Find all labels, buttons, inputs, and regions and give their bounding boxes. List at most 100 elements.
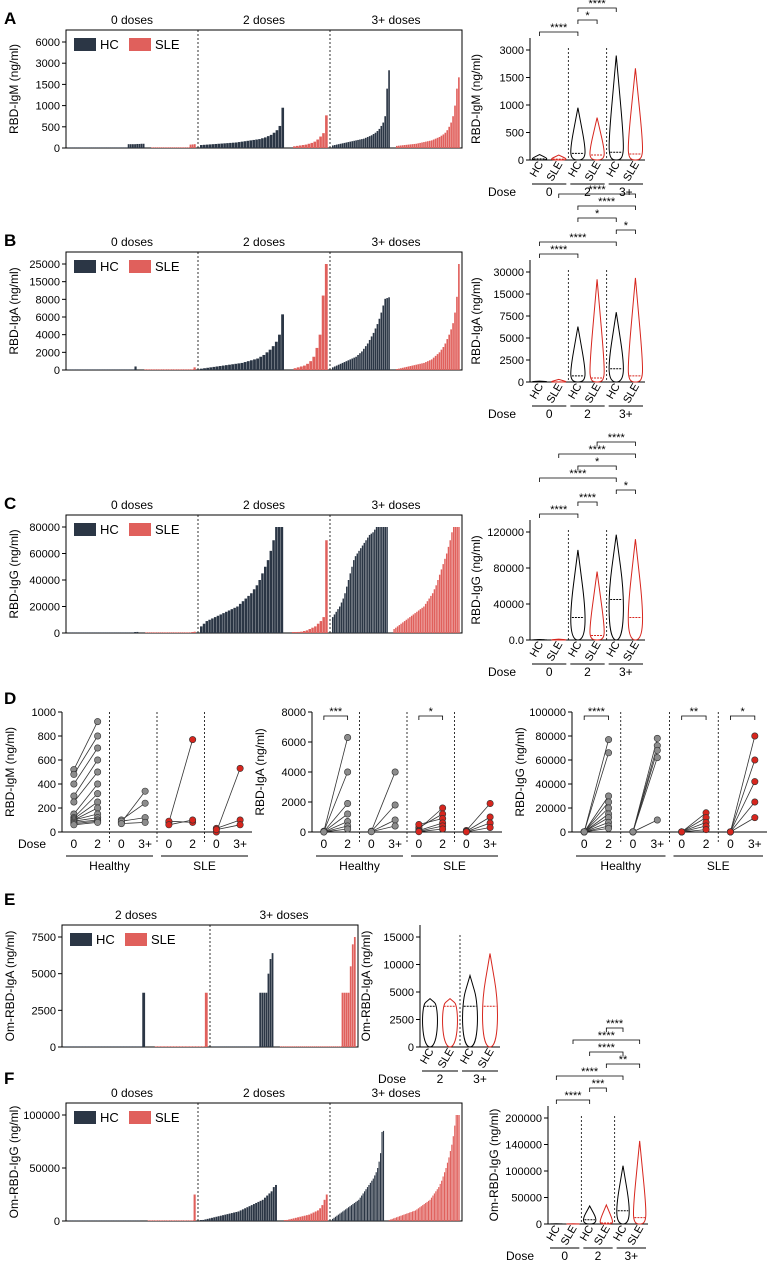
sle-bar [159, 147, 162, 148]
hc-bar [82, 147, 85, 148]
sle-bar [394, 1217, 396, 1221]
y-tick-label: 1500 [500, 73, 524, 85]
hc-bar [262, 354, 266, 370]
group-label: Healthy [339, 859, 380, 873]
hc-bar [200, 145, 203, 148]
hc-bar [270, 1191, 273, 1221]
pair-line [730, 759, 756, 833]
significance-bracket [615, 489, 636, 494]
hc-bar [242, 1046, 245, 1047]
hc-bar [339, 143, 342, 148]
y-tick-label: 2500 [500, 355, 524, 367]
hc-bar [103, 632, 106, 633]
y-tick-label: 100000 [529, 707, 566, 719]
hc-bar [227, 610, 231, 633]
hc-bar [117, 147, 119, 148]
hc-bar [230, 609, 234, 633]
sle-bar [403, 145, 406, 148]
hc-bar [231, 364, 235, 370]
hc-bar [244, 598, 248, 633]
sle-bar [415, 143, 418, 148]
sle-bar [279, 1046, 282, 1047]
sle-bar [170, 147, 173, 148]
sle-bar [341, 992, 344, 1047]
category-label: SLE [583, 382, 604, 406]
y-tick-label: 60000 [535, 755, 566, 767]
hc-bar [345, 1209, 347, 1221]
sle-bar [451, 532, 453, 633]
sle-bar [319, 621, 323, 633]
sle-bar [444, 132, 447, 148]
sle-bar [409, 617, 411, 633]
hc-bar [278, 125, 282, 148]
hc-bar [233, 1212, 236, 1221]
pair-line [73, 819, 98, 823]
sle-bar [181, 147, 183, 148]
sle-bar [417, 364, 419, 370]
y-axis-label: RBD-IgM (ng/ml) [3, 727, 17, 817]
hc-bar [349, 1206, 351, 1221]
pair-line [418, 818, 443, 825]
hc-bar [127, 144, 130, 148]
sle-bar [321, 1205, 324, 1221]
sle-bar [316, 1046, 319, 1047]
hc-bar [253, 359, 256, 370]
violin-shape [632, 1140, 647, 1225]
hc-bar [226, 1214, 229, 1221]
hc-bar [333, 1217, 335, 1221]
group-label: 3+ doses [259, 908, 308, 922]
hc-bar [361, 351, 363, 370]
hc-bar [259, 356, 263, 370]
hc-bar [87, 1220, 90, 1221]
dot-before [629, 828, 637, 836]
significance-label: **** [598, 1042, 616, 1054]
y-tick-label: 1000 [32, 707, 56, 719]
sle-bar [449, 1151, 451, 1221]
sle-bar [410, 1211, 412, 1221]
hc-bar [382, 122, 385, 148]
hc-bar [237, 142, 241, 148]
hc-bar [368, 136, 371, 148]
hc-bar [111, 1220, 114, 1221]
dot-after [653, 754, 661, 762]
hc-bar [362, 1193, 364, 1221]
hc-bar [99, 1220, 102, 1221]
category-label: SLE [476, 1047, 497, 1071]
significance-label: * [585, 10, 590, 22]
sle-bar [401, 145, 404, 148]
sle-bar [165, 632, 168, 633]
y-tick-label: 30000 [493, 267, 524, 279]
sle-bar [189, 144, 192, 148]
hc-bar [360, 548, 362, 633]
hc-bar [70, 369, 73, 370]
dot-after [439, 825, 447, 833]
hc-bar [127, 632, 130, 633]
sle-bar [456, 296, 458, 370]
pair-line [418, 828, 443, 833]
hc-bar [388, 297, 390, 370]
violin-shape [551, 154, 567, 161]
sle-bar [431, 593, 434, 633]
violin-shape [462, 973, 478, 1048]
dot-after [344, 768, 352, 776]
pair-line [73, 807, 98, 821]
sle-bar [301, 1216, 304, 1221]
panel-letter: A [4, 9, 16, 28]
dose-value: 3+ [619, 407, 633, 421]
hc-bar [112, 147, 115, 148]
dot-after [653, 734, 661, 742]
hc-bar [240, 1046, 243, 1047]
pair-line [583, 752, 609, 832]
sle-bar [191, 1220, 194, 1221]
hc-bar [96, 632, 99, 633]
hc-bar [72, 369, 76, 370]
hc-bar [217, 143, 221, 148]
sle-bar [176, 369, 179, 370]
violin-chart-F: 0 50000 100000 140000 200000 Om-RBD-IgG (ng/m… [487, 1018, 648, 1263]
sle-bar [417, 143, 419, 148]
significance-bracket [418, 715, 444, 720]
hc-bar [211, 144, 215, 148]
sle-bar [391, 1218, 393, 1221]
hc-bar [232, 1046, 235, 1047]
